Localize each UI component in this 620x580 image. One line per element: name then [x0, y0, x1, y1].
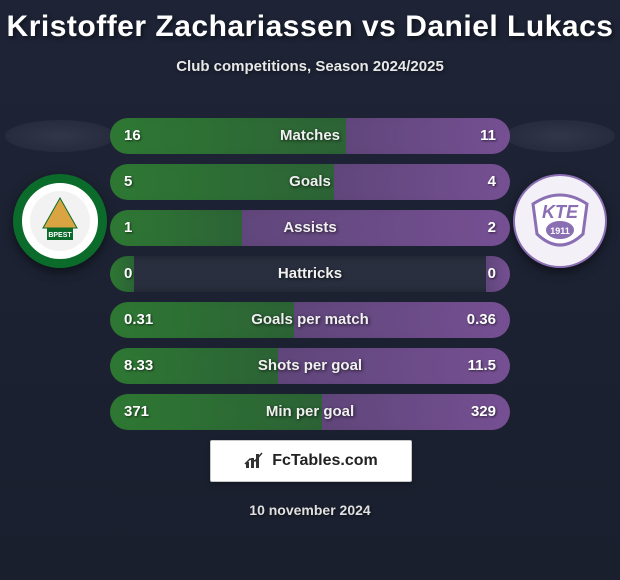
stat-row: 0.310.36Goals per match: [110, 302, 510, 338]
stat-label: Matches: [110, 118, 510, 154]
stat-label: Goals per match: [110, 302, 510, 338]
brand-text: FcTables.com: [272, 452, 378, 470]
stat-row: 12Assists: [110, 210, 510, 246]
date-text: 10 november 2024: [0, 502, 620, 518]
stats-list: 1611Matches 54Goals 12Assists 00Hattricks 0.…: [110, 118, 510, 440]
subtitle: Club competitions, Season 2024/2025: [0, 58, 620, 75]
stat-label: Shots per goal: [110, 348, 510, 384]
page-title: Kristoffer Zachariassen vs Daniel Lukacs: [0, 0, 620, 44]
left-shadow-ellipse: [5, 120, 115, 152]
stat-row: 1611Matches: [110, 118, 510, 154]
left-club-logo: BPEST FERENCVÁROSI TORNA CLUB: [13, 174, 107, 268]
svg-text:1911: 1911: [550, 226, 570, 236]
stat-label: Hattricks: [110, 256, 510, 292]
stat-label: Goals: [110, 164, 510, 200]
left-player-badge-area: BPEST FERENCVÁROSI TORNA CLUB: [0, 120, 120, 300]
stat-row: 371329Min per goal: [110, 394, 510, 430]
stat-label: Assists: [110, 210, 510, 246]
right-club-logo: KTE 1911: [513, 174, 607, 268]
stat-row: 54Goals: [110, 164, 510, 200]
brand-chart-icon: [244, 452, 266, 470]
svg-text:KTE: KTE: [542, 202, 579, 222]
stat-row: 8.3311.5Shots per goal: [110, 348, 510, 384]
right-shadow-ellipse: [505, 120, 615, 152]
stat-label: Min per goal: [110, 394, 510, 430]
right-player-badge-area: KTE 1911: [500, 120, 620, 300]
brand-badge: FcTables.com: [210, 440, 412, 482]
stat-row: 00Hattricks: [110, 256, 510, 292]
svg-text:BPEST: BPEST: [48, 232, 72, 239]
comparison-card: Kristoffer Zachariassen vs Daniel Lukacs…: [0, 0, 620, 580]
